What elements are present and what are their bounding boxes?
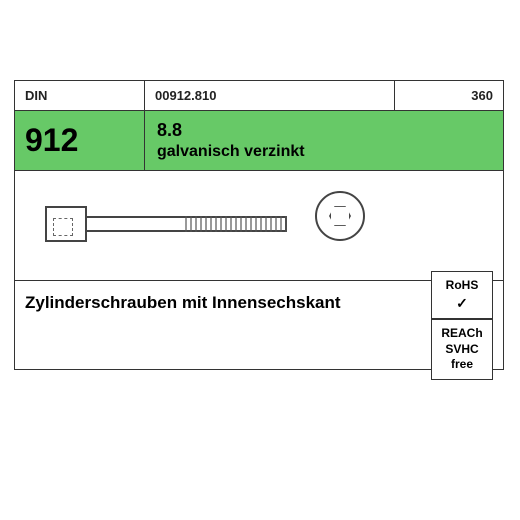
product-title: Zylinderschrauben mit Innensechskant [25,293,341,312]
spec-details-cell: 8.8 galvanisch verzinkt [145,111,503,170]
check-icon: ✓ [434,294,490,312]
reach-badge: REACh SVHC free [431,319,493,380]
header-row: DIN 00912.810 360 [15,81,503,111]
screw-head-icon [45,206,87,242]
reach-line1: REACh [434,326,490,342]
din-number-cell: 912 [15,111,145,170]
header-standard-label: DIN [15,81,145,110]
hex-socket-icon [329,205,351,227]
diagram-area: RoHS ✓ REACh SVHC free [15,171,503,281]
strength-grade: 8.8 [157,120,491,141]
rohs-badge: RoHS ✓ [431,271,493,319]
screw-head-circle-icon [315,191,365,241]
reach-line2: SVHC [434,342,490,358]
reach-line3: free [434,357,490,373]
header-article-code: 00912.810 [145,81,395,110]
spec-row: 912 8.8 galvanisch verzinkt [15,111,503,171]
product-spec-card: DIN 00912.810 360 912 8.8 galvanisch ver… [14,80,504,370]
screw-front-view [315,191,365,241]
screw-thread-icon [185,216,289,232]
din-number: 912 [25,122,78,159]
header-ref-number: 360 [395,81,503,110]
rohs-label: RoHS [434,278,490,294]
title-area: Zylinderschrauben mit Innensechskant [15,281,503,325]
coating-label: galvanisch verzinkt [157,143,491,161]
